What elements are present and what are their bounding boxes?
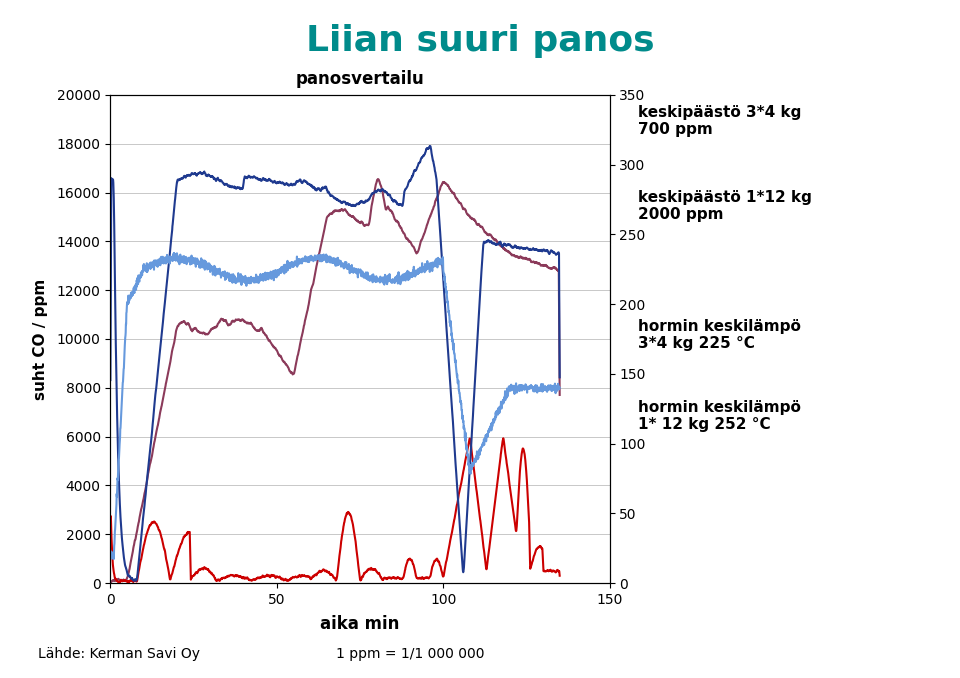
Text: Liian suuri panos: Liian suuri panos [305,24,655,58]
Y-axis label: suht CO / ppm: suht CO / ppm [34,279,48,399]
Text: hormin keskilämpö
3*4 kg 225 °C: hormin keskilämpö 3*4 kg 225 °C [638,319,802,351]
Text: keskipäästö 1*12 kg
2000 ppm: keskipäästö 1*12 kg 2000 ppm [638,190,812,222]
X-axis label: aika min: aika min [321,615,399,633]
Text: 1 ppm = 1/1 000 000: 1 ppm = 1/1 000 000 [336,647,485,661]
Title: panosvertailu: panosvertailu [296,70,424,88]
Text: Lähde: Kerman Savi Oy: Lähde: Kerman Savi Oy [38,647,201,661]
Text: keskipäästö 3*4 kg
700 ppm: keskipäästö 3*4 kg 700 ppm [638,105,802,138]
Text: hormin keskilämpö
1* 12 kg 252 °C: hormin keskilämpö 1* 12 kg 252 °C [638,400,802,433]
